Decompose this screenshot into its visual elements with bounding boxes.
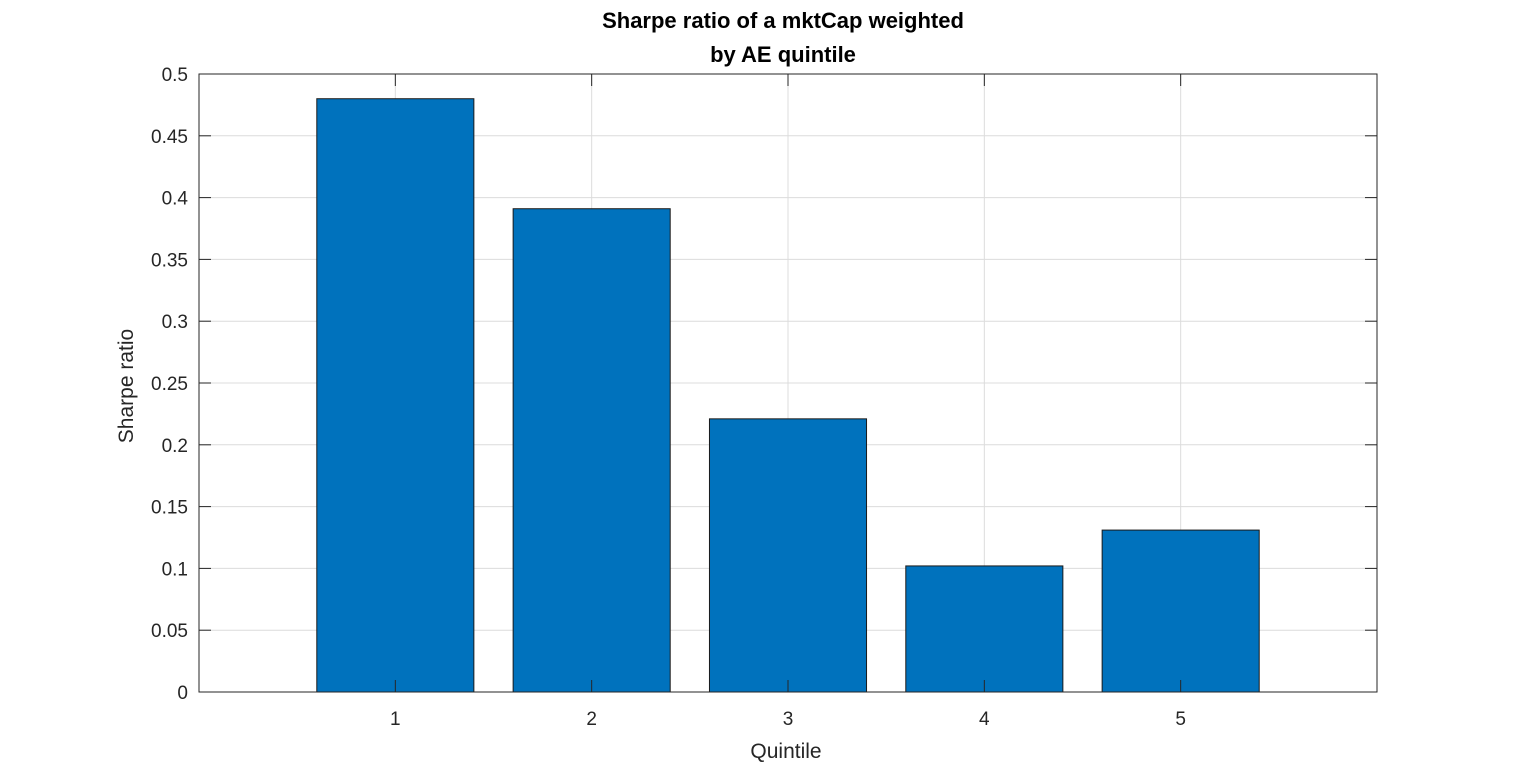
- chart-title-line-1: Sharpe ratio of a mktCap weighted: [602, 8, 964, 33]
- bar-quintile-4: [905, 565, 1064, 693]
- y-axis-label: Sharpe ratio: [115, 329, 138, 443]
- x-tick-label: 3: [783, 709, 794, 730]
- x-axis-label: Quintile: [750, 740, 821, 763]
- y-tick-label: 0.05: [151, 621, 188, 642]
- y-tick-label: 0.5: [162, 65, 188, 86]
- y-tick-label: 0.2: [162, 436, 188, 457]
- chart-title-line-2: by AE quintile: [710, 42, 856, 67]
- bar-quintile-1: [316, 98, 475, 693]
- y-tick-label: 0: [177, 683, 188, 704]
- y-tick-label: 0.4: [162, 189, 189, 210]
- bar-quintile-5: [1101, 529, 1260, 693]
- y-tick-label: 0.35: [151, 250, 188, 271]
- y-tick-label: 0.3: [162, 312, 188, 333]
- y-tick-label: 0.15: [151, 498, 188, 519]
- x-tick-label: 4: [979, 709, 990, 730]
- ticks: 0 0.05 0.1 0.15 0.2 0.25 0.3 0.35 0.4 0.45 0.5 1 2 3 4…: [151, 65, 1377, 730]
- bar-quintile-2: [512, 208, 671, 693]
- y-tick-label: 0.25: [151, 374, 188, 395]
- bar-quintile-3: [708, 418, 868, 693]
- x-tick-label: 5: [1175, 709, 1186, 730]
- bars: [316, 98, 1260, 693]
- x-tick-label: 2: [586, 709, 597, 730]
- y-tick-label: 0.1: [162, 559, 188, 580]
- x-tick-label: 1: [390, 709, 401, 730]
- y-tick-label: 0.45: [151, 127, 188, 148]
